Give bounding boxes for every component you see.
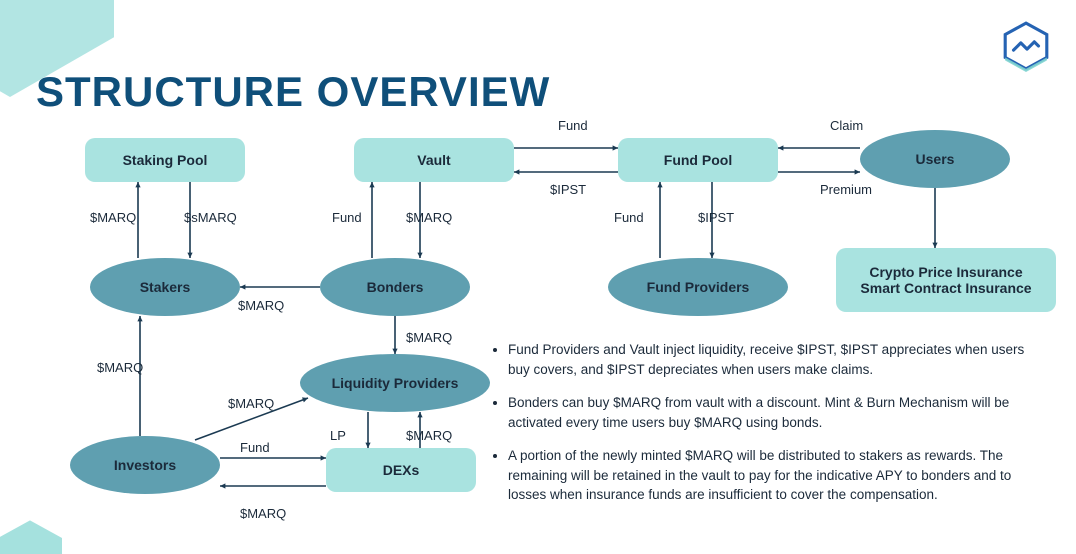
logo-icon (1000, 20, 1052, 72)
edge-label-e_ipst_fp_vault: $IPST (550, 182, 586, 197)
edge-label-e_fund_vault_fp: Fund (558, 118, 588, 133)
bullet-3: A portion of the newly minted $MARQ will… (508, 446, 1045, 505)
node-dexs: DEXs (326, 448, 476, 492)
edge-label-e_marq_dex_inv: $MARQ (240, 506, 286, 521)
page-title: STRUCTURE OVERVIEW (36, 68, 550, 116)
node-investors: Investors (70, 436, 220, 494)
edge-label-e_marq_bond_stk: $MARQ (238, 298, 284, 313)
edge-label-e_fund_inv_dex: Fund (240, 440, 270, 455)
edge-label-e_marq_inv_stk: $MARQ (97, 360, 143, 375)
node-staking-pool: Staking Pool (85, 138, 245, 182)
edge-label-e_premium_fp_users: Premium (820, 182, 872, 197)
decor-bottom-left (0, 514, 70, 554)
bullet-2: Bonders can buy $MARQ from vault with a … (508, 393, 1045, 432)
node-bonders: Bonders (320, 258, 470, 316)
node-users: Users (860, 130, 1010, 188)
edge-label-e_lp_lp_dex: LP (330, 428, 346, 443)
node-stakers: Stakers (90, 258, 240, 316)
edge-label-e_marq_dex_lp: $MARQ (406, 428, 452, 443)
edge-label-e_marq_sp_stk_l: $MARQ (90, 210, 136, 225)
bullet-1: Fund Providers and Vault inject liquidit… (508, 340, 1045, 379)
node-insurance: Crypto Price Insurance Smart Contract In… (836, 248, 1056, 312)
node-vault: Vault (354, 138, 514, 182)
edge-label-e_fund_bond_vault: Fund (332, 210, 362, 225)
node-fund-pool: Fund Pool (618, 138, 778, 182)
edge-label-e_marq_vault_bond: $MARQ (406, 210, 452, 225)
edge-label-e_marq_inv_lp: $MARQ (228, 396, 274, 411)
description-bullets: Fund Providers and Vault inject liquidit… (490, 340, 1045, 519)
edge-label-e_marq_bond_lp: $MARQ (406, 330, 452, 345)
edge-label-e_smarq_sp_stk_r: $sMARQ (184, 210, 237, 225)
edge-label-e_claim_users_fp: Claim (830, 118, 863, 133)
edge-label-e_fund_fp_pool: Fund (614, 210, 644, 225)
node-liq-prov: Liquidity Providers (300, 354, 490, 412)
edge-label-e_ipst_pool_fp: $IPST (698, 210, 734, 225)
node-fund-providers: Fund Providers (608, 258, 788, 316)
page: STRUCTURE OVERVIEW Staking Pool Vault Fund… (0, 0, 1076, 554)
